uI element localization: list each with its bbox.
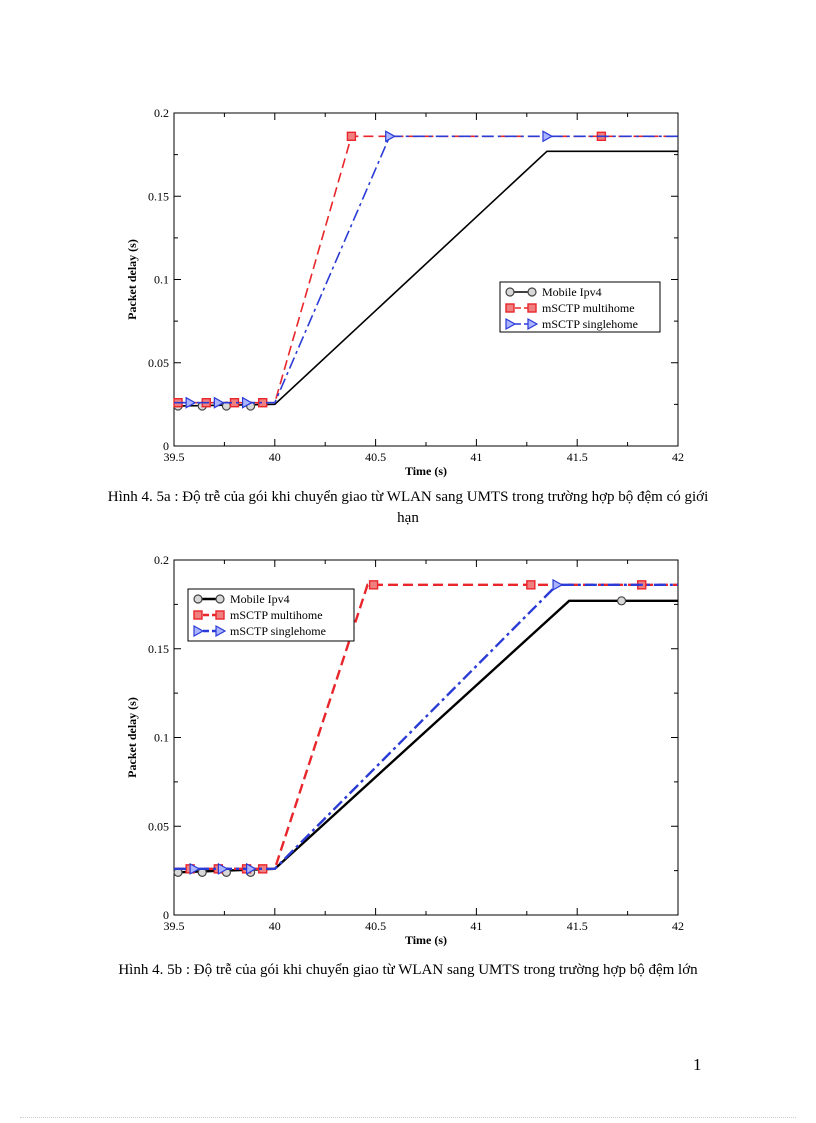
page-number: 1 <box>693 1055 702 1074</box>
y-tick-label: 0.1 <box>154 273 169 287</box>
x-tick-label: 40 <box>269 450 281 464</box>
y-tick-label: 0.05 <box>148 819 169 833</box>
series-msctp-singlehome <box>174 130 678 409</box>
legend-triangle-marker <box>193 624 205 638</box>
triangle-marker <box>185 396 197 409</box>
x-tick-label: 42 <box>672 919 684 933</box>
footer-divider <box>20 1117 796 1118</box>
legend-label: Mobile Ipv4 <box>542 285 602 299</box>
x-tick-label: 41 <box>470 919 482 933</box>
y-tick-label: 0.15 <box>148 189 169 203</box>
square-marker <box>368 580 379 590</box>
series-msctp-singlehome <box>174 578 678 875</box>
y-tick-label: 0.2 <box>154 553 169 567</box>
legend-square-marker <box>215 610 225 620</box>
legend-circle-marker <box>505 287 515 297</box>
legend-square-marker <box>527 303 537 313</box>
triangle-marker <box>385 130 396 143</box>
y-tick-label: 0.15 <box>148 642 169 656</box>
legend-triangle-marker <box>215 624 227 638</box>
triangle-marker <box>189 862 201 875</box>
legend-box <box>499 281 661 333</box>
legend-circle-marker <box>215 594 225 604</box>
x-tick-label: 41.5 <box>567 919 588 933</box>
legend-circle-marker <box>527 287 537 297</box>
x-axis-label: Time (s) <box>405 933 447 947</box>
triangle-marker <box>217 862 229 875</box>
x-tick-label: 39.5 <box>164 919 185 933</box>
square-marker <box>526 580 536 590</box>
legend-label: mSCTP singlehome <box>230 624 326 638</box>
triangle-marker <box>542 130 554 143</box>
x-tick-label: 41 <box>470 450 482 464</box>
legend-label: Mobile Ipv4 <box>230 592 290 606</box>
triangle-marker <box>246 862 257 875</box>
legend-square-marker <box>193 610 203 620</box>
figure-4-5a-caption: Hình 4. 5a : Độ trễ của gói khi chuyển g… <box>107 489 709 526</box>
x-axis-label: Time (s) <box>405 464 447 478</box>
x-tick-label: 41.5 <box>567 450 588 464</box>
triangle-marker <box>241 396 253 409</box>
figure-4-5b-caption: Hình 4. 5b : Độ trễ của gói khi chuyển g… <box>118 962 698 978</box>
x-tick-label: 42 <box>672 450 684 464</box>
triangle-marker <box>213 396 225 409</box>
y-axis-label: Packet delay (s) <box>125 697 139 778</box>
plot-frame <box>173 112 679 447</box>
circle-marker <box>616 596 627 606</box>
y-tick-label: 0.1 <box>154 731 169 745</box>
y-tick-label: 0 <box>163 908 169 922</box>
legend-circle-marker <box>193 594 203 604</box>
triangle-marker <box>552 578 564 591</box>
legend-label: mSCTP singlehome <box>542 317 638 331</box>
legend-label: mSCTP multihome <box>230 608 323 622</box>
legend-square-marker <box>505 303 515 313</box>
x-tick-label: 40.5 <box>365 450 386 464</box>
y-tick-label: 0 <box>163 439 169 453</box>
legend-label: mSCTP multihome <box>542 301 635 315</box>
x-tick-label: 39.5 <box>164 450 185 464</box>
y-tick-label: 0.05 <box>148 356 169 370</box>
legend-triangle-marker <box>505 317 517 331</box>
legend-triangle-marker <box>527 317 539 331</box>
y-tick-label: 0.2 <box>154 106 169 120</box>
square-marker <box>346 131 357 142</box>
x-tick-label: 40.5 <box>365 919 386 933</box>
y-axis-label: Packet delay (s) <box>125 239 139 320</box>
x-tick-label: 40 <box>269 919 281 933</box>
